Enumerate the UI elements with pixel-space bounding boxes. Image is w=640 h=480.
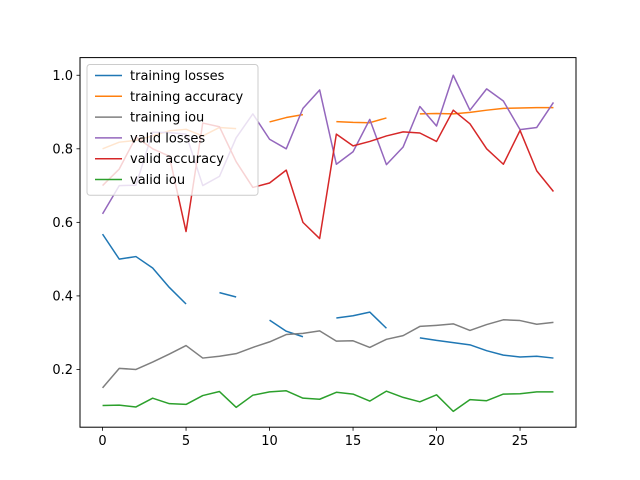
x-tick-label: 25 (512, 434, 529, 449)
legend-label-training-losses: training losses (130, 69, 225, 84)
legend-label-training-iou: training iou (130, 111, 204, 126)
legend-label-valid-losses: valid losses (130, 131, 205, 146)
series-line-valid-iou (102, 390, 554, 413)
x-tick-label: 5 (182, 434, 190, 449)
x-tick-label: 20 (428, 434, 445, 449)
x-tick-label: 0 (98, 434, 106, 449)
legend-label-valid-accuracy: valid accuracy (130, 152, 224, 167)
y-tick-label: 0.2 (52, 363, 73, 378)
x-tick-label: 10 (261, 434, 278, 449)
plot-frame (79, 57, 577, 428)
axis-ticks: 0 5 10 15 20 25 0.2 0.4 0.6 0.8 1.0 (52, 69, 528, 449)
series-line-training-losses (101, 233, 554, 359)
series-line-training-iou (101, 319, 554, 389)
y-tick-label: 1.0 (52, 69, 73, 84)
y-tick-label: 0.4 (52, 289, 73, 304)
legend-label-valid-iou: valid iou (130, 173, 185, 188)
legend-box (86, 64, 259, 196)
legend: training losses training accuracy training… (86, 64, 259, 196)
legend-label-training-accuracy: training accuracy (130, 90, 243, 105)
y-tick-label: 0.8 (52, 142, 73, 157)
y-tick-label: 0.6 (52, 216, 73, 231)
x-tick-label: 15 (345, 434, 362, 449)
